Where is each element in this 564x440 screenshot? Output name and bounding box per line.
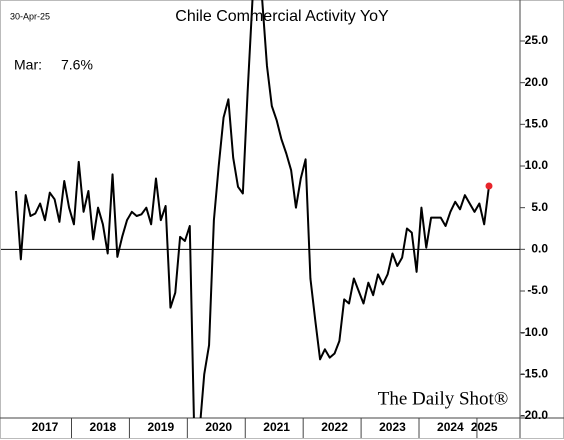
x-tick-label: 2024 <box>437 420 464 434</box>
plot <box>1 0 520 418</box>
x-tick-label: 2023 <box>379 420 406 434</box>
x-tick-label: 2021 <box>263 420 290 434</box>
y-tick-label: 5.0 <box>531 200 548 214</box>
y-tick-label: 10.0 <box>525 158 549 172</box>
y-tick-label: 15.0 <box>525 117 549 131</box>
latest-value-label: 7.6% <box>61 57 93 73</box>
x-tick-label: 2018 <box>90 420 117 434</box>
x-tick-label: 2025 <box>471 420 498 434</box>
line <box>15 0 490 418</box>
y-tick-label: -15.0 <box>521 367 549 381</box>
y-tick-label: 0.0 <box>531 242 548 256</box>
x-tick-label: 2022 <box>321 420 348 434</box>
y-tick-label: 25.0 <box>525 33 549 47</box>
x-tick-label: 2020 <box>205 420 232 434</box>
y-tick-label: -20.0 <box>521 408 549 422</box>
latest-point <box>485 182 493 190</box>
y-tick-label: -5.0 <box>527 283 548 297</box>
x-tick-label: 2017 <box>32 420 59 434</box>
watermark: The Daily Shot® <box>378 388 509 409</box>
latest-label: Mar: <box>14 57 42 73</box>
y-tick-label: -10.0 <box>521 325 549 339</box>
chart-title: Chile Commercial Activity YoY <box>175 8 389 25</box>
y-tick-label: 20.0 <box>525 75 549 89</box>
x-tick-label: 2019 <box>147 420 174 434</box>
date-label: 30-Apr-25 <box>10 11 50 21</box>
